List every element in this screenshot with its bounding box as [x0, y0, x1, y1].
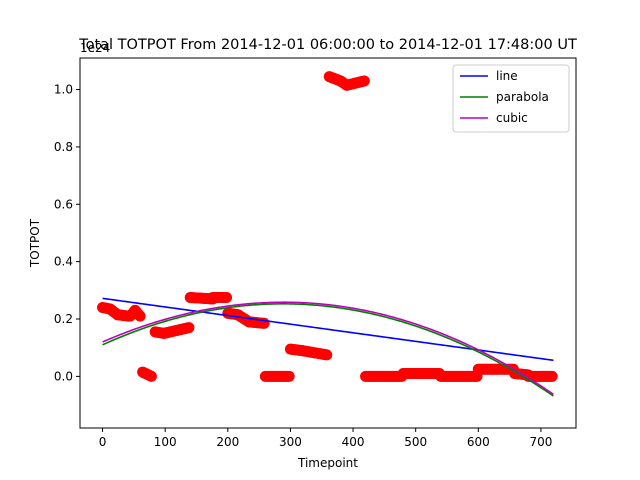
data-point: [546, 370, 558, 382]
y-tick-label: 0.6: [54, 197, 73, 211]
series-line-parabola: [102, 303, 554, 397]
x-axis-ticks: 0 100 200 300 400 500 600 700: [99, 428, 552, 449]
y-tick-label: 0.2: [54, 312, 73, 326]
x-tick-label: 600: [467, 435, 490, 449]
series-line-cubic: [102, 301, 554, 396]
y-tick-label: 1.0: [54, 83, 73, 97]
legend-box: [452, 64, 570, 133]
data-point: [145, 370, 157, 382]
x-tick-label: 100: [154, 435, 177, 449]
chart-title: Total TOTPOT From 2014-12-01 06:00:00 to…: [78, 37, 577, 53]
y-offset-label: 1e24: [80, 41, 110, 55]
data-point: [321, 349, 333, 361]
x-tick-label: 400: [342, 435, 365, 449]
data-point: [134, 310, 146, 322]
legend-label-line: line: [496, 69, 518, 83]
x-tick-label: 0: [99, 435, 107, 449]
x-axis-label: Timepoint: [297, 456, 358, 470]
fit-lines-layer: [102, 297, 554, 397]
y-tick-label: 0.0: [54, 369, 73, 383]
data-point: [283, 370, 295, 382]
legend: line parabola cubic: [452, 64, 570, 133]
legend-label-cubic: cubic: [496, 111, 528, 125]
data-point: [358, 75, 370, 87]
y-axis-ticks: 0.0 0.2 0.4 0.6 0.8 1.0: [54, 83, 80, 383]
y-tick-label: 0.8: [54, 140, 73, 154]
x-tick-label: 200: [216, 435, 239, 449]
y-axis-label: TOTPOT: [28, 218, 42, 268]
x-tick-label: 700: [529, 435, 552, 449]
legend-label-parabola: parabola: [496, 90, 549, 104]
x-tick-label: 500: [404, 435, 427, 449]
axes-frame: [79, 57, 577, 429]
x-tick-label: 300: [279, 435, 302, 449]
y-tick-label: 0.4: [54, 255, 73, 269]
data-point: [183, 322, 195, 334]
data-point: [221, 291, 233, 303]
